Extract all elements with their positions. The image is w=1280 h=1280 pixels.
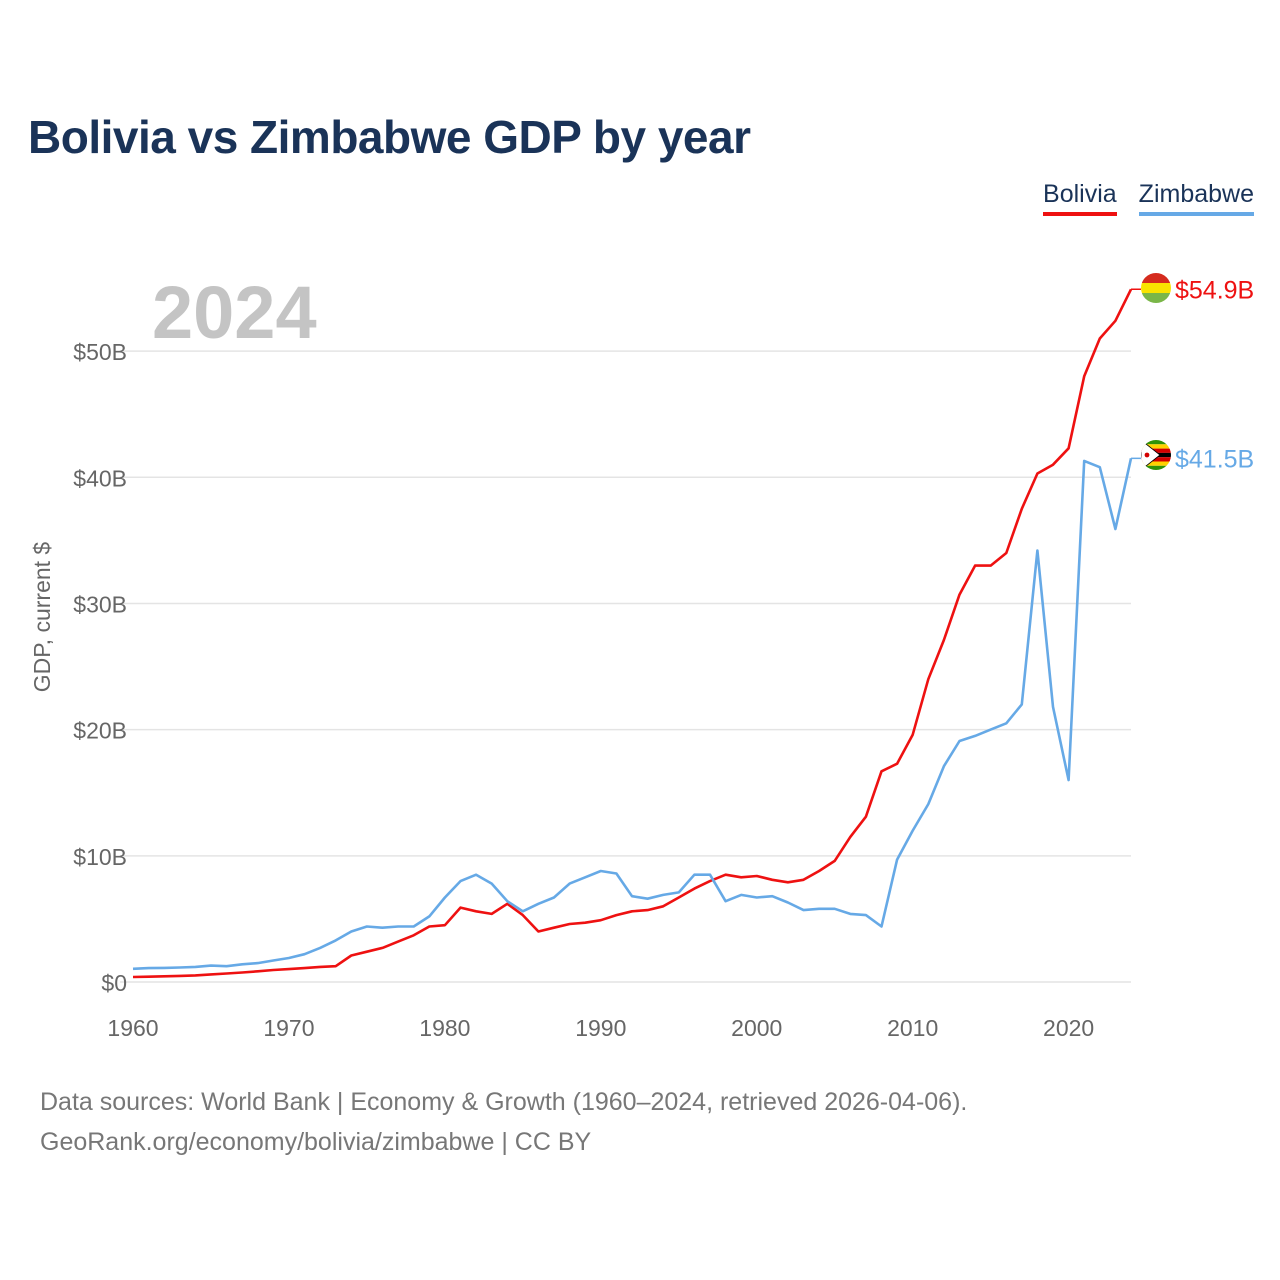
end-value-label-bolivia: $54.9B xyxy=(1175,276,1254,304)
grid-lines xyxy=(120,350,1131,983)
x-tick-label: 2000 xyxy=(731,1015,782,1041)
x-tick-label: 1970 xyxy=(263,1015,314,1041)
zimbabwe-flag-icon xyxy=(1141,440,1171,470)
y-tick-label: $10B xyxy=(73,844,127,870)
series-line-bolivia[interactable] xyxy=(132,288,1133,979)
end-markers xyxy=(1141,273,1171,470)
y-tick-label: $50B xyxy=(73,339,127,365)
chart-title: Bolivia vs Zimbabwe GDP by year xyxy=(28,111,751,163)
x-tick-label: 2010 xyxy=(887,1015,938,1041)
legend: Bolivia Zimbabwe xyxy=(1043,180,1254,216)
x-tick-label: 1990 xyxy=(575,1015,626,1041)
y-tick-label: $0 xyxy=(101,970,127,996)
bolivia-flag-icon xyxy=(1141,273,1171,303)
end-value-label-zimbabwe: $41.5B xyxy=(1175,445,1254,473)
series-line-zimbabwe[interactable] xyxy=(132,458,1133,971)
attribution-text: GeoRank.org/economy/bolivia/zimbabwe | C… xyxy=(40,1128,592,1156)
end-labels: $54.9B $41.5B xyxy=(1175,276,1254,473)
y-axis-ticks: $0 $10B $20B $30B $40B $50B xyxy=(73,339,127,996)
y-tick-label: $40B xyxy=(73,465,127,491)
y-axis-label: GDP, current $ xyxy=(29,542,55,693)
y-tick-label: $20B xyxy=(73,718,127,744)
data-source-text: Data sources: World Bank | Economy & Gro… xyxy=(40,1088,968,1116)
x-tick-label: 2020 xyxy=(1043,1015,1094,1041)
x-tick-label: 1960 xyxy=(107,1015,158,1041)
legend-item-bolivia[interactable]: Bolivia xyxy=(1043,180,1117,216)
series-lines xyxy=(132,288,1141,979)
legend-item-zimbabwe[interactable]: Zimbabwe xyxy=(1138,180,1254,216)
year-watermark: 2024 xyxy=(152,271,317,354)
y-tick-label: $30B xyxy=(73,591,127,617)
x-tick-label: 1980 xyxy=(419,1015,470,1041)
line-chart: 2024 $0 $10B $20B $30B $40B $50B 1960 1970 1980… xyxy=(29,271,1254,1041)
x-axis-ticks: 1960 1970 1980 1990 2000 2010 2020 xyxy=(107,1015,1094,1041)
footer: Data sources: World Bank | Economy & Gro… xyxy=(40,1082,967,1162)
